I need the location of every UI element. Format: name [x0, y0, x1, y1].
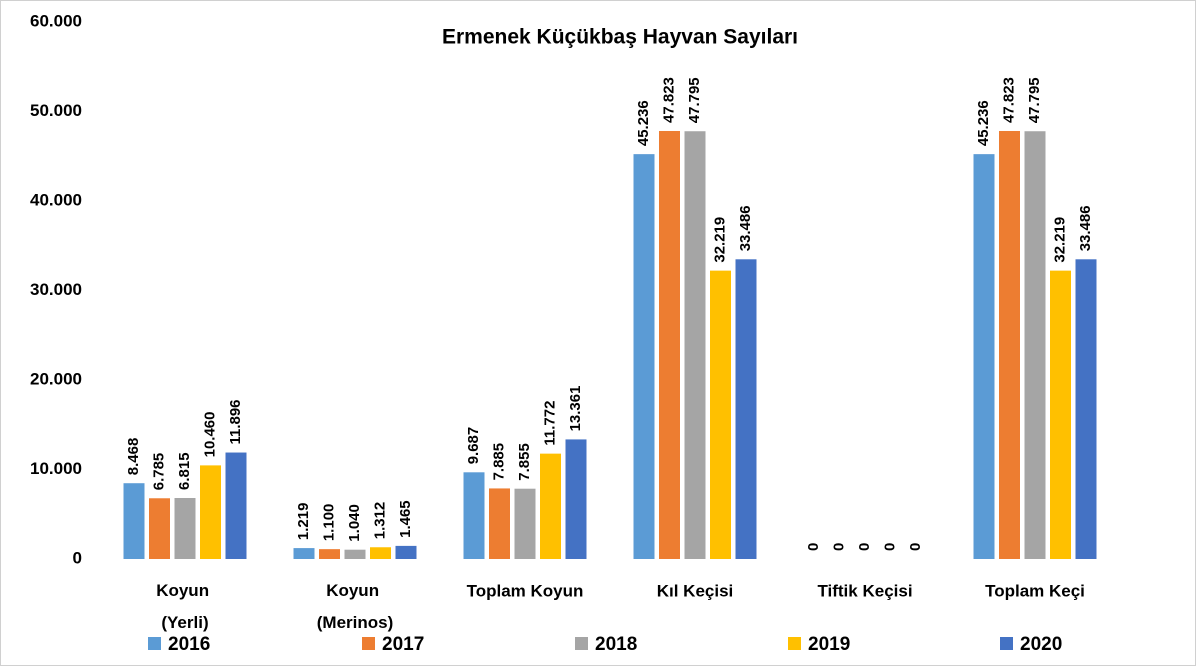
x-tick-label: Toplam Koyun: [467, 581, 584, 600]
value-label: 7.885: [490, 443, 507, 481]
bar: [344, 549, 366, 559]
value-label: 9.687: [465, 427, 482, 465]
legend-label: 2019: [808, 634, 850, 655]
x-tick-label: Koyun (Merinos): [317, 581, 394, 632]
legend-swatch: [362, 637, 375, 650]
bar: [633, 154, 655, 559]
value-label: 11.896: [227, 399, 244, 444]
value-label: 1.100: [320, 504, 337, 542]
y-tick-label: 30.000: [30, 280, 82, 299]
value-label: 33.486: [1077, 205, 1094, 251]
x-tick-label: Koyun (Yerli): [156, 581, 214, 632]
value-label: 0: [856, 543, 873, 551]
x-tick-label: Tiftik Keçisi: [817, 581, 912, 600]
value-label: 32.219: [711, 217, 728, 263]
legend-label: 2018: [595, 634, 637, 655]
value-label: 13.361: [567, 386, 584, 432]
chart-title: Ermenek Küçükbaş Hayvan Sayıları: [442, 26, 798, 49]
value-label: 45.236: [975, 100, 992, 146]
value-label: 7.855: [516, 443, 533, 481]
bar: [123, 483, 145, 559]
bar: [514, 488, 536, 559]
bar: [710, 270, 731, 559]
y-tick-label: 0: [73, 548, 82, 567]
legend-swatch: [575, 637, 588, 650]
legend-label: 2016: [168, 634, 210, 655]
value-label: 45.236: [635, 100, 652, 146]
value-label: 6.815: [176, 452, 193, 490]
value-label: 0: [805, 543, 822, 551]
bar: [395, 545, 417, 559]
bar: [999, 130, 1020, 560]
value-label: 47.795: [1026, 77, 1043, 123]
value-label: 0: [830, 543, 847, 551]
bar: [149, 498, 170, 559]
value-label: 11.772: [541, 401, 558, 446]
bar: [225, 452, 247, 559]
value-label: 1.219: [295, 503, 312, 541]
bar: [174, 498, 196, 559]
x-tick-label-line: Koyun: [156, 581, 214, 600]
bar: [659, 130, 680, 560]
x-tick-label-line: Koyun: [326, 581, 384, 600]
value-label: 47.823: [660, 77, 677, 123]
x-tick-label-line: (Merinos): [317, 613, 394, 632]
bar: [319, 549, 340, 559]
bar: [370, 547, 391, 559]
bar: [540, 453, 561, 559]
legend-swatch: [788, 637, 801, 650]
value-label: 47.823: [1000, 77, 1017, 123]
bar: [684, 131, 706, 560]
value-label: 0: [881, 543, 898, 551]
bar: [735, 259, 757, 559]
y-tick-label: 40.000: [30, 190, 82, 209]
value-label: 1.312: [371, 502, 388, 540]
bar: [463, 472, 485, 559]
bar: [973, 154, 995, 559]
value-label: 6.785: [150, 453, 167, 491]
y-tick-label: 50.000: [30, 101, 82, 120]
value-label: 33.486: [737, 205, 754, 251]
x-tick-label-line: (Yerli): [161, 613, 208, 632]
value-label: 32.219: [1051, 217, 1068, 263]
bar: [1024, 131, 1046, 560]
value-label: 1.465: [397, 500, 414, 538]
bar: [565, 439, 587, 559]
bar: [200, 465, 221, 559]
bar: [1050, 270, 1071, 559]
bar: [1075, 259, 1097, 559]
value-label: 1.040: [346, 504, 363, 542]
value-label: 0: [907, 543, 924, 551]
value-label: 8.468: [125, 438, 142, 476]
y-tick-label: 20.000: [30, 369, 82, 388]
x-tick-label: Kıl Keçisi: [657, 581, 734, 600]
bar: [489, 488, 510, 559]
x-tick-label: Toplam Keçi: [985, 581, 1085, 600]
y-tick-label: 60.000: [30, 11, 82, 30]
legend-label: 2017: [382, 634, 424, 655]
legend-swatch: [148, 637, 161, 650]
y-tick-label: 10.000: [30, 459, 82, 478]
value-label: 10.460: [201, 411, 218, 457]
value-label: 47.795: [686, 77, 703, 123]
legend-label: 2020: [1020, 634, 1062, 655]
bar: [293, 548, 315, 559]
legend-swatch: [1000, 637, 1013, 650]
